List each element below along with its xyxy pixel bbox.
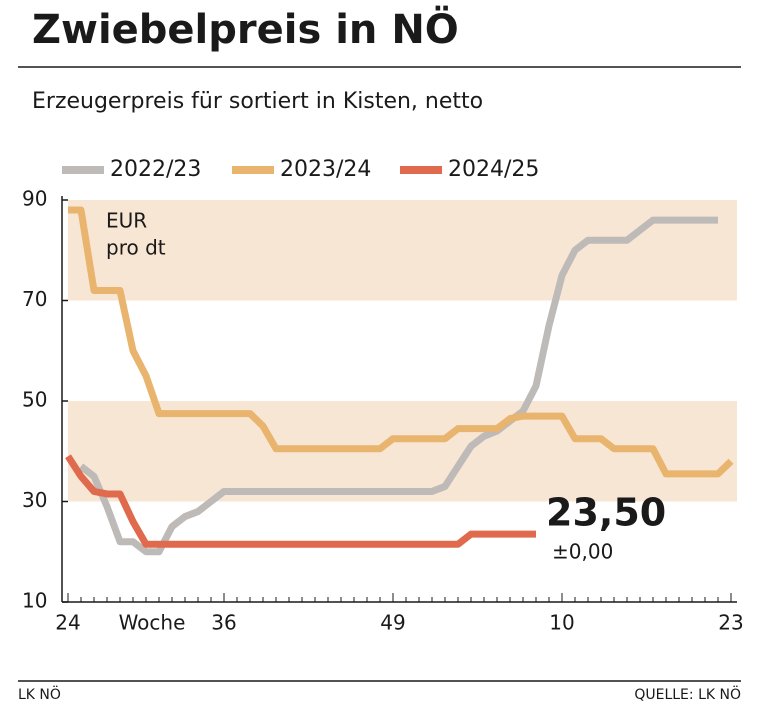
x-tick-label: 24	[55, 611, 80, 635]
legend-label: 2024/25	[448, 157, 539, 182]
x-tick-label: 23	[718, 611, 743, 635]
footer-right: QUELLE: LK NÖ	[634, 685, 741, 703]
y-tick-label: 70	[22, 287, 47, 311]
x-tick-label: 10	[549, 611, 574, 635]
series-line	[78, 216, 718, 556]
y-tick-label: 90	[22, 187, 47, 211]
annotation-change: ±0,00	[552, 540, 613, 564]
legend-label: 2022/23	[110, 157, 201, 182]
x-tick-label: 49	[380, 611, 405, 635]
subtitle: Erzeugerpreis für sortiert in Kisten, ne…	[32, 89, 483, 114]
x-tick-label: 36	[211, 611, 236, 635]
legend-label: 2023/24	[280, 157, 371, 182]
y-unit-label: pro dt	[106, 236, 166, 260]
x-axis-label: Woche	[119, 611, 186, 635]
y-tick-label: 10	[22, 589, 47, 613]
series-line	[65, 454, 536, 548]
series-line	[68, 206, 734, 478]
y-tick-label: 50	[22, 388, 47, 412]
y-tick-label: 30	[22, 488, 47, 512]
chart-title: Zwiebelpreis in NÖ	[32, 5, 459, 53]
annotation-value: 23,50	[546, 491, 666, 535]
footer-left: LK NÖ	[18, 685, 61, 703]
y-unit-label: EUR	[106, 209, 147, 233]
shaded-band	[68, 200, 737, 301]
